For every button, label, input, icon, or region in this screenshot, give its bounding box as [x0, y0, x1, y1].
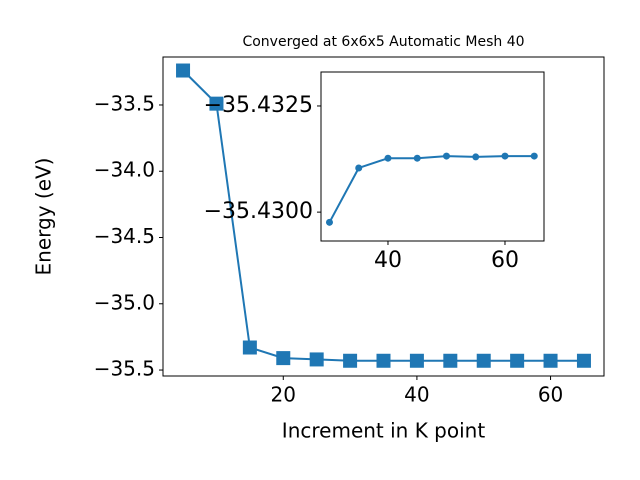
- marker: [472, 153, 480, 161]
- x-tick-label: 40: [404, 383, 429, 407]
- y-tick-label: −35.5: [94, 357, 155, 381]
- marker: [242, 340, 257, 355]
- marker: [343, 353, 358, 368]
- axes-frame: [320, 71, 545, 242]
- marker: [176, 63, 191, 78]
- marker: [409, 353, 424, 368]
- axes: 40 60 −35.4325 −35.4300: [204, 71, 545, 273]
- y-tick-label: −35.4300: [204, 199, 313, 224]
- x-tick-label: 60: [491, 248, 519, 273]
- marker: [376, 353, 391, 368]
- marker: [576, 353, 591, 368]
- y-tick-label: −35.4325: [204, 93, 313, 118]
- marker: [543, 353, 558, 368]
- y-tick-label: −35.0: [94, 290, 155, 314]
- y-axis-label: Energy (eV): [32, 158, 56, 276]
- marker: [413, 154, 421, 162]
- marker: [476, 353, 491, 368]
- x-tick-label: 40: [374, 248, 402, 273]
- x-tick-label: 60: [538, 383, 563, 407]
- marker: [355, 164, 363, 172]
- marker: [325, 218, 333, 226]
- marker: [209, 96, 224, 111]
- x-axis-label: Increment in K point: [282, 419, 486, 443]
- x-tick-label: 20: [271, 383, 296, 407]
- marker: [443, 353, 458, 368]
- marker: [309, 352, 324, 367]
- data-line: [328, 155, 535, 223]
- marker: [501, 152, 509, 160]
- y-tick-label: −34.0: [94, 158, 155, 182]
- marker: [276, 351, 291, 366]
- marker: [530, 152, 538, 160]
- y-tick-label: −33.5: [94, 91, 155, 115]
- axes-frame: [162, 56, 605, 377]
- marker: [442, 152, 450, 160]
- chart-title: Converged at 6x6x5 Automatic Mesh 40: [242, 34, 524, 50]
- y-tick-label: −34.5: [94, 224, 155, 248]
- marker: [384, 154, 392, 162]
- marker: [510, 353, 525, 368]
